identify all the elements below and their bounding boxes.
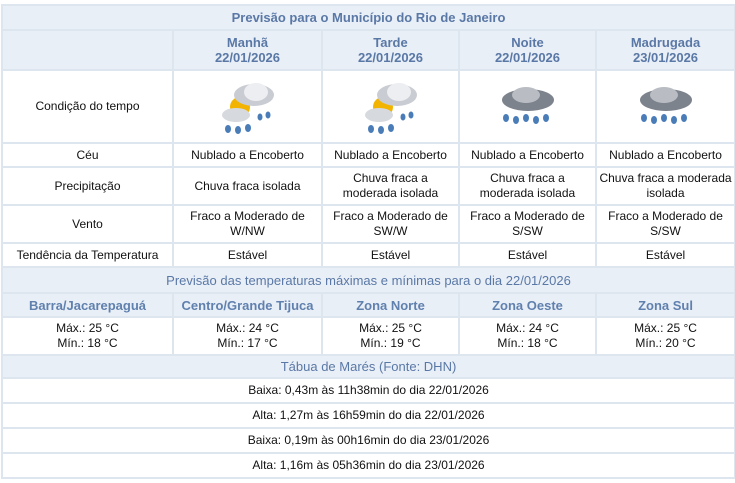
period-header: Manhã 22/01/2026 [172,29,323,71]
tendencia-cell: Estável [321,242,460,268]
sun-cloud-rain-icon [321,69,460,144]
row-label: Tendência da Temperatura [1,242,174,268]
vento-cell: Fraco a Moderado de S/SW [458,204,597,244]
precip-cell: Chuva fraca a moderada isolada [458,166,597,206]
row-label: Condição do tempo [1,69,174,144]
vento-cell: Fraco a Moderado de S/SW [594,204,735,244]
vento-cell: Fraco a Moderado de W/NW [172,204,323,244]
precip-cell: Chuva fraca a moderada isolada [594,166,735,206]
tide-row: Baixa: 0,43m às 11h38min do dia 22/01/20… [0,377,735,404]
page-title: Previsão para o Município do Rio de Jane… [0,4,735,31]
zone-header: Zona Norte [321,292,460,318]
zone-header: Zona Oeste [458,292,597,318]
row-label: Vento [1,204,174,244]
ceu-cell: Nublado a Encoberto [458,142,597,168]
ceu-cell: Nublado a Encoberto [172,142,323,168]
tendencia-cell: Estável [172,242,323,268]
tide-row: Alta: 1,16m às 05h36min do dia 23/01/202… [0,452,735,479]
tendencia-cell: Estável [594,242,735,268]
zone-header: Zona Sul [594,292,735,318]
forecast-table: Previsão para o Município do Rio de Jane… [0,4,735,479]
zone-temps: Máx.: 24 °C Mín.: 18 °C [458,316,597,356]
ceu-cell: Nublado a Encoberto [594,142,735,168]
zone-temps: Máx.: 25 °C Mín.: 19 °C [321,316,460,356]
period-header: Tarde 22/01/2026 [321,29,460,71]
period-header: Madrugada 23/01/2026 [594,29,735,71]
corner-cell [1,29,174,71]
row-label: Céu [1,142,174,168]
precip-cell: Chuva fraca isolada [172,166,323,206]
tendencia-cell: Estável [458,242,597,268]
zone-temps: Máx.: 25 °C Mín.: 20 °C [594,316,735,356]
zone-temps: Máx.: 25 °C Mín.: 18 °C [1,316,174,356]
zone-header: Barra/Jacarepaguá [1,292,174,318]
ceu-cell: Nublado a Encoberto [321,142,460,168]
precip-cell: Chuva fraca a moderada isolada [321,166,460,206]
zone-temps: Máx.: 24 °C Mín.: 17 °C [172,316,323,356]
temp-title: Previsão das temperaturas máximas e míni… [0,266,735,294]
vento-cell: Fraco a Moderado de SW/W [321,204,460,244]
dark-cloud-rain-icon [458,69,597,144]
tide-row: Baixa: 0,19m às 00h16min do dia 23/01/20… [0,427,735,454]
row-label: Precipitação [1,166,174,206]
zone-header: Centro/Grande Tijuca [172,292,323,318]
dark-cloud-rain-icon [594,69,735,144]
tide-title: Tábua de Marés (Fonte: DHN) [0,354,735,379]
period-header: Noite 22/01/2026 [458,29,597,71]
tide-row: Alta: 1,27m às 16h59min do dia 22/01/202… [0,402,735,429]
sun-cloud-rain-icon [172,69,323,144]
